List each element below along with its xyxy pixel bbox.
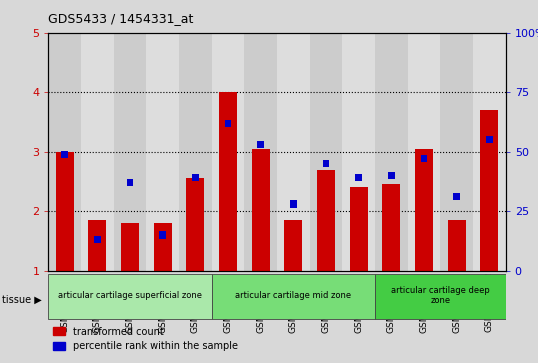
Bar [127, 179, 133, 186]
Bar [48, 274, 212, 319]
Bar [81, 33, 114, 271]
Bar [317, 170, 335, 271]
Text: articular cartilage superficial zone: articular cartilage superficial zone [58, 291, 202, 300]
Bar [375, 33, 408, 271]
Bar [212, 274, 375, 319]
Bar [212, 33, 244, 271]
Bar [408, 33, 441, 271]
Bar [187, 179, 204, 271]
Legend: transformed count, percentile rank within the sample: transformed count, percentile rank withi… [53, 327, 238, 351]
Bar [154, 223, 172, 271]
Text: tissue ▶: tissue ▶ [2, 294, 41, 305]
Bar [310, 33, 342, 271]
Bar [244, 33, 277, 271]
Bar [225, 119, 231, 127]
Bar [356, 174, 362, 182]
Bar [159, 232, 166, 238]
Bar [179, 33, 212, 271]
Bar [375, 274, 506, 319]
Bar [121, 223, 139, 271]
Bar [219, 92, 237, 271]
Bar [421, 155, 427, 162]
Text: articular cartilage mid zone: articular cartilage mid zone [235, 291, 351, 300]
Bar [290, 200, 296, 208]
Bar [486, 136, 493, 143]
Bar [94, 236, 101, 243]
Bar [388, 172, 395, 179]
Bar [448, 220, 466, 271]
Bar [48, 33, 81, 271]
Bar [342, 33, 375, 271]
Bar [277, 33, 310, 271]
Bar [56, 152, 74, 271]
Text: articular cartilage deep
zone: articular cartilage deep zone [391, 286, 490, 305]
Bar [473, 33, 506, 271]
Bar [383, 184, 400, 271]
Bar [415, 149, 433, 271]
Bar [252, 149, 270, 271]
Bar [323, 160, 329, 167]
Bar [350, 187, 367, 271]
Bar [285, 220, 302, 271]
Bar [146, 33, 179, 271]
Text: GDS5433 / 1454331_at: GDS5433 / 1454331_at [48, 12, 194, 25]
Bar [61, 151, 68, 158]
Bar [192, 174, 199, 182]
Bar [454, 193, 460, 200]
Bar [258, 141, 264, 148]
Bar [88, 220, 107, 271]
Bar [480, 110, 498, 271]
Bar [114, 33, 146, 271]
Bar [441, 33, 473, 271]
